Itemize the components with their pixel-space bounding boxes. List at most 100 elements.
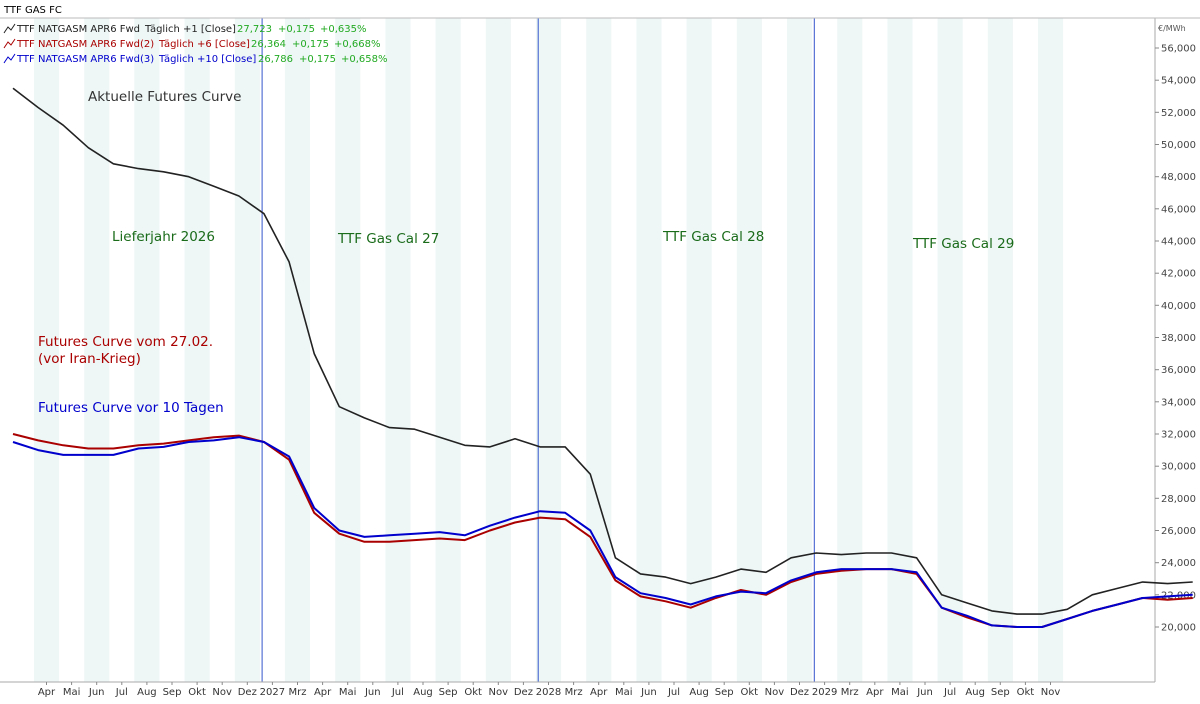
- x-axis-ticks: Apr Mai Jun Jul Aug Sep Okt Nov Dez 2027 Mrz Apr Mai…: [38, 682, 1060, 698]
- y-tick-label: 44,000: [1161, 237, 1196, 248]
- x-tick-label: Okt: [464, 687, 482, 698]
- legend-series-detail: Täglich +1 [Close]: [144, 24, 236, 35]
- x-tick-label: Apr: [590, 687, 608, 698]
- x-tick-label: Mai: [63, 687, 81, 698]
- chart-title: TTF GAS FC: [3, 5, 62, 16]
- x-tick-label: 2028: [536, 687, 561, 698]
- y-tick-label: 28,000: [1161, 494, 1196, 505]
- month-band: [184, 18, 210, 682]
- annotation-period-2029: TTF Gas Cal 29: [912, 236, 1014, 252]
- y-tick-label: 38,000: [1161, 333, 1196, 344]
- series-line-3: [12, 436, 1193, 628]
- x-tick-label: Mrz: [565, 687, 583, 698]
- legend-series-change: +0,175: [292, 39, 329, 50]
- x-tick-label: Aug: [413, 687, 433, 698]
- x-tick-label: 2027: [260, 687, 285, 698]
- x-tick-label: Jun: [88, 687, 105, 698]
- legend-series-name: TTF NATGASM APR6 Fwd(2): [16, 39, 154, 50]
- x-tick-label: 2029: [812, 687, 837, 698]
- line-chart-icon: [3, 38, 16, 49]
- month-band: [837, 18, 863, 682]
- x-tick-label: Sep: [439, 687, 458, 698]
- x-tick-label: Dez: [238, 687, 257, 698]
- line-chart-icon: [3, 23, 16, 34]
- x-tick-label: Apr: [314, 687, 332, 698]
- x-tick-label: Aug: [965, 687, 985, 698]
- y-tick-label: 20,000: [1161, 623, 1196, 634]
- annotation-curve-2702: Futures Curve vom 27.02.: [38, 334, 213, 350]
- y-tick-label: 54,000: [1161, 76, 1196, 87]
- x-tick-label: Mai: [615, 687, 633, 698]
- x-tick-label: Mrz: [841, 687, 859, 698]
- y-tick-label: 56,000: [1161, 44, 1196, 55]
- annotation-period-2028: TTF Gas Cal 28: [662, 229, 764, 245]
- x-tick-label: Sep: [991, 687, 1010, 698]
- month-band: [987, 18, 1013, 682]
- legend-series-value: 26,364: [251, 39, 286, 50]
- legend-series-value: 26,786: [258, 54, 293, 65]
- month-band: [536, 18, 562, 682]
- x-tick-label: Dez: [514, 687, 533, 698]
- x-tick-label: Dez: [790, 687, 809, 698]
- x-tick-label: Jun: [640, 687, 657, 698]
- y-tick-label: 48,000: [1161, 172, 1196, 183]
- x-tick-label: Mai: [339, 687, 357, 698]
- x-tick-label: Jul: [391, 687, 404, 698]
- month-band: [34, 18, 60, 682]
- legend: TTF NATGASM APR6 Fwd Täglich +1 [Close] …: [3, 23, 388, 65]
- legend-series-pct: +0,668%: [334, 39, 381, 50]
- x-tick-label: Sep: [715, 687, 734, 698]
- x-tick-label: Jul: [943, 687, 956, 698]
- x-tick-label: Okt: [188, 687, 206, 698]
- annotation-period-2026: Lieferjahr 2026: [112, 229, 215, 245]
- y-tick-label: 50,000: [1161, 140, 1196, 151]
- year-dividers: [261, 18, 815, 682]
- month-band: [736, 18, 762, 682]
- legend-series-detail: Täglich +6 [Close]: [158, 39, 250, 50]
- legend-series-pct: +0,658%: [341, 54, 388, 65]
- month-band: [335, 18, 361, 682]
- x-tick-label: Jul: [667, 687, 680, 698]
- annotation-current-curve: Aktuelle Futures Curve: [88, 89, 241, 105]
- legend-series-change: +0,175: [299, 54, 336, 65]
- month-band: [234, 18, 260, 682]
- x-tick-label: Nov: [1041, 687, 1061, 698]
- y-tick-label: 24,000: [1161, 558, 1196, 569]
- x-tick-label: Sep: [163, 687, 182, 698]
- x-tick-label: Jun: [916, 687, 933, 698]
- x-tick-label: Jun: [364, 687, 381, 698]
- legend-row-2: TTF NATGASM APR6 Fwd(2) Täglich +6 [Clos…: [3, 38, 381, 50]
- y-axis-unit: €/MWh: [1158, 24, 1186, 33]
- y-tick-label: 40,000: [1161, 301, 1196, 312]
- y-tick-label: 46,000: [1161, 204, 1196, 215]
- month-bands: [34, 18, 1064, 682]
- month-band: [435, 18, 461, 682]
- line-chart-icon: [3, 53, 16, 64]
- legend-row-1: TTF NATGASM APR6 Fwd Täglich +1 [Close] …: [3, 23, 367, 35]
- month-band: [937, 18, 963, 682]
- x-tick-label: Nov: [489, 687, 509, 698]
- x-tick-label: Mai: [891, 687, 909, 698]
- month-band: [586, 18, 612, 682]
- legend-series-name: TTF NATGASM APR6 Fwd(3): [16, 54, 154, 65]
- annotation-period-2027: TTF Gas Cal 27: [337, 231, 439, 247]
- legend-series-value: 27,723: [237, 24, 272, 35]
- month-band: [84, 18, 110, 682]
- y-tick-label: 32,000: [1161, 430, 1196, 441]
- x-tick-label: Okt: [1017, 687, 1035, 698]
- month-band: [485, 18, 511, 682]
- month-band: [636, 18, 662, 682]
- x-tick-label: Apr: [866, 687, 884, 698]
- month-band: [385, 18, 411, 682]
- legend-series-pct: +0,635%: [320, 24, 367, 35]
- annotations: Aktuelle Futures Curve Lieferjahr 2026 T…: [38, 89, 1014, 416]
- x-tick-label: Okt: [741, 687, 759, 698]
- month-band: [787, 18, 813, 682]
- legend-series-detail: Täglich +10 [Close]: [158, 54, 256, 65]
- series-line-1: [12, 87, 1193, 615]
- y-tick-label: 42,000: [1161, 269, 1196, 280]
- x-tick-label: Aug: [689, 687, 709, 698]
- x-tick-label: Apr: [38, 687, 56, 698]
- x-tick-label: Nov: [212, 687, 232, 698]
